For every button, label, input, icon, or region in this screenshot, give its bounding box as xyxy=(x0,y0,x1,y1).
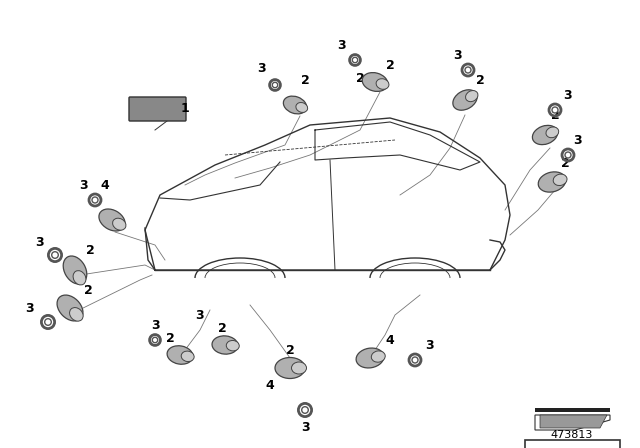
Ellipse shape xyxy=(376,79,389,89)
Text: 4: 4 xyxy=(266,379,275,392)
Ellipse shape xyxy=(284,96,307,114)
Ellipse shape xyxy=(553,174,567,185)
Text: 473813: 473813 xyxy=(551,430,593,440)
Ellipse shape xyxy=(275,358,305,379)
Text: 2: 2 xyxy=(86,244,94,257)
Circle shape xyxy=(152,337,157,343)
Ellipse shape xyxy=(63,256,87,284)
FancyBboxPatch shape xyxy=(129,97,186,121)
Text: 3: 3 xyxy=(426,339,435,352)
Text: 2: 2 xyxy=(301,73,309,86)
Ellipse shape xyxy=(465,90,478,102)
Text: 2: 2 xyxy=(356,72,364,85)
Ellipse shape xyxy=(57,295,83,321)
Text: 2: 2 xyxy=(550,108,559,121)
Text: 2: 2 xyxy=(476,73,484,86)
Text: 3: 3 xyxy=(80,178,88,191)
Text: 3: 3 xyxy=(26,302,35,314)
Ellipse shape xyxy=(99,209,125,231)
Ellipse shape xyxy=(546,127,559,138)
Ellipse shape xyxy=(356,348,384,368)
Circle shape xyxy=(45,319,51,325)
Text: 3: 3 xyxy=(36,236,44,249)
Ellipse shape xyxy=(362,73,388,91)
Text: 2: 2 xyxy=(386,59,394,72)
Circle shape xyxy=(92,197,98,203)
Circle shape xyxy=(272,82,278,88)
Ellipse shape xyxy=(113,218,126,230)
Polygon shape xyxy=(535,408,610,412)
Text: 2: 2 xyxy=(166,332,174,345)
Circle shape xyxy=(52,252,58,258)
Text: 3: 3 xyxy=(301,421,309,434)
Polygon shape xyxy=(535,415,610,430)
Text: 3: 3 xyxy=(196,309,204,322)
FancyBboxPatch shape xyxy=(525,440,620,448)
Ellipse shape xyxy=(227,340,239,351)
Circle shape xyxy=(465,67,471,73)
Ellipse shape xyxy=(73,271,86,285)
Text: 2: 2 xyxy=(218,322,227,335)
Text: 3: 3 xyxy=(564,89,572,102)
Ellipse shape xyxy=(532,125,557,145)
Ellipse shape xyxy=(453,90,477,110)
Ellipse shape xyxy=(296,103,308,112)
Circle shape xyxy=(352,57,358,63)
Text: 2: 2 xyxy=(561,156,570,169)
Circle shape xyxy=(552,107,558,113)
Text: 1: 1 xyxy=(180,102,189,115)
Ellipse shape xyxy=(167,346,193,364)
Polygon shape xyxy=(540,415,607,428)
Text: 2: 2 xyxy=(84,284,92,297)
Ellipse shape xyxy=(212,336,238,354)
Ellipse shape xyxy=(371,351,385,362)
Circle shape xyxy=(412,357,418,363)
Ellipse shape xyxy=(291,362,307,374)
Circle shape xyxy=(565,152,571,158)
Ellipse shape xyxy=(538,172,566,192)
Ellipse shape xyxy=(181,351,194,362)
Text: 4: 4 xyxy=(100,178,109,191)
Ellipse shape xyxy=(70,308,83,321)
Text: 2: 2 xyxy=(285,344,294,357)
Text: 3: 3 xyxy=(338,39,346,52)
Text: 3: 3 xyxy=(150,319,159,332)
Text: 3: 3 xyxy=(573,134,582,146)
Text: 3: 3 xyxy=(452,48,461,61)
Text: 4: 4 xyxy=(386,333,394,346)
Circle shape xyxy=(301,407,308,414)
Text: 3: 3 xyxy=(258,61,266,74)
